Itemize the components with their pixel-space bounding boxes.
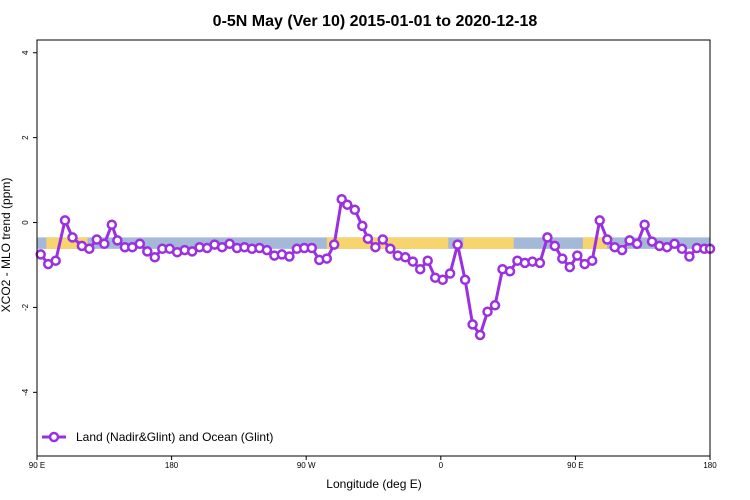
data-point [106,219,118,230]
data-point [261,244,273,256]
data-point [482,306,493,317]
data-point [684,251,695,262]
x-tick-label: 90 W [297,461,316,470]
data-point [385,243,396,255]
data-point [572,250,583,261]
data-point [84,243,95,255]
axis-ticks: 90 E 180 90 W 0 90 E 180 4 2 0 -2 -4 [21,50,717,470]
x-tick-label: 180 [703,461,717,470]
y-axis-label: XCO2 - MLO trend (ppm) [0,178,13,313]
land-band-segment [463,237,514,249]
data-point [437,274,448,286]
x-tick-label: 90 E [567,461,583,470]
plot-border [36,39,711,457]
data-point [407,256,419,267]
data-point [586,255,598,266]
data-point [459,274,471,286]
data-point [99,238,110,250]
data-point [91,234,103,245]
data-point [321,253,333,264]
data-point [342,199,353,210]
data-point [50,255,61,266]
y-tick-label: -4 [21,388,30,396]
data-point [601,234,613,245]
data-point [377,234,389,245]
plot-area [35,193,716,341]
data-point [444,268,456,279]
data-point [467,319,478,330]
x-axis-label: Longitude (deg E) [326,477,421,491]
x-tick-label: 0 [439,461,444,470]
y-tick-label: 2 [21,135,30,140]
data-point [328,239,340,250]
data-point [306,242,318,254]
data-point [452,239,463,250]
data-point [400,252,411,263]
y-tick-label: 0 [21,220,30,225]
data-point [357,220,368,232]
data-point [414,263,426,275]
data-point [676,243,688,255]
series-line [39,197,710,337]
data-point [616,244,628,256]
data-point [362,233,374,244]
data-point [489,300,501,311]
legend: Land (Nadir&Glint) and Ocean (Glint) [42,430,273,444]
x-tick-label: 90 E [29,461,45,470]
data-point [639,219,650,230]
data-point [349,204,361,216]
data-point [504,266,516,277]
data-point [534,257,546,269]
data-point [474,329,486,341]
data-point [149,252,161,263]
x-tick-label: 180 [165,461,179,470]
data-point [542,232,553,243]
data-point [646,236,658,247]
data-point [594,215,605,226]
chart-title: 0-5N May (Ver 10) 2015-01-01 to 2020-12-… [213,13,538,30]
legend-marker-icon [48,431,60,443]
data-point [422,255,433,266]
data-point [631,238,643,250]
legend-label: Land (Nadir&Glint) and Ocean (Glint) [76,430,273,444]
land-band-segment [46,237,88,249]
data-point [284,251,295,262]
y-tick-label: 4 [21,50,30,55]
y-tick-label: -2 [21,303,30,311]
data-point [35,249,46,260]
data-point [112,235,123,246]
data-point [59,215,71,226]
data-point [142,246,153,257]
data-point [370,241,381,253]
data-point [134,238,146,250]
data-point [557,253,568,264]
data-point [669,238,680,250]
data-point [186,246,198,257]
data-point [224,238,235,250]
data-point [564,261,576,273]
data-point [67,232,78,243]
data-point [549,240,561,252]
